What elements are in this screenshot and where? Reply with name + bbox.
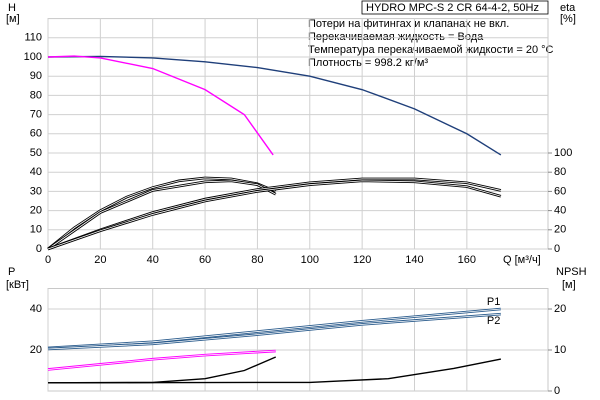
- x-tick-label: 140: [405, 254, 423, 266]
- plot-frame: [47, 288, 549, 392]
- y2-tick-label: 0: [554, 243, 560, 255]
- y2-axis-unit: [м]: [562, 279, 576, 291]
- y-tick-label: 10: [30, 224, 42, 236]
- curve-inner: [47, 313, 501, 350]
- note: Потери на фитингах и клапанах не вкл.: [308, 18, 509, 30]
- y-tick-label: 60: [30, 128, 42, 140]
- curve: [47, 55, 502, 156]
- note: Температура перекачиваемой жидкости = 20…: [308, 44, 554, 56]
- y-tick-label: 40: [30, 166, 42, 178]
- curve-inner: [47, 308, 501, 349]
- chart-title: HYDRO MPC-S 2 CR 64-4-2, 50Hz: [366, 2, 539, 14]
- y2-axis-unit: [%]: [560, 13, 576, 25]
- y-axis-label: H: [8, 2, 16, 14]
- curve-inner: [47, 180, 501, 250]
- y2-tick-label: 40: [554, 205, 566, 217]
- note: Плотность = 998.2 кг/м³: [308, 57, 428, 69]
- y2-axis-label: eta: [560, 2, 576, 14]
- x-tick-label: 100: [301, 254, 319, 266]
- y-axis-label: P: [8, 266, 15, 278]
- curve-inner: [47, 177, 276, 250]
- note: Перекачиваемая жидкость = Вода: [308, 31, 484, 43]
- curve-inner: [47, 180, 276, 250]
- curve: [47, 358, 502, 384]
- curve: [47, 356, 277, 384]
- title-box: [361, 0, 549, 15]
- x-tick-label: 80: [251, 254, 263, 266]
- y-tick-label: 90: [30, 70, 42, 82]
- x-axis-label: Q [м³/ч]: [503, 254, 541, 266]
- x-tick-label: 60: [199, 254, 211, 266]
- y-tick-label: 50: [30, 147, 42, 159]
- x-tick-label: 160: [458, 254, 476, 266]
- y-tick-label: 40: [30, 303, 42, 315]
- y2-tick-label: 0: [554, 385, 560, 397]
- y2-tick-label: 60: [554, 185, 566, 197]
- y-tick-label: 110: [24, 32, 42, 44]
- x-tick-label: 20: [94, 254, 106, 266]
- y-tick-label: 30: [30, 185, 42, 197]
- y2-tick-label: 20: [554, 224, 566, 236]
- x-tick-label: 0: [45, 254, 51, 266]
- y-axis-unit: [м]: [6, 13, 20, 25]
- y-tick-label: 20: [30, 205, 42, 217]
- curve-inner: [47, 350, 276, 370]
- curve-inner: [47, 178, 501, 250]
- series-label: P1: [487, 296, 500, 308]
- y-tick-label: 100: [24, 51, 42, 63]
- curve: [47, 55, 274, 156]
- y-axis-unit: [кВт]: [6, 279, 29, 291]
- curve: [47, 349, 276, 371]
- y2-tick-label: 20: [554, 303, 566, 315]
- y2-axis-label: NPSH: [556, 266, 587, 278]
- y-tick-label: 20: [30, 344, 42, 356]
- y2-tick-label: 10: [554, 344, 566, 356]
- y-tick-label: 0: [36, 243, 42, 255]
- y-tick-label: 70: [30, 109, 42, 121]
- x-tick-label: 40: [147, 254, 159, 266]
- series-label: P2: [487, 315, 500, 327]
- y2-tick-label: 80: [554, 166, 566, 178]
- x-tick-label: 120: [353, 254, 371, 266]
- y2-tick-label: 100: [554, 147, 572, 159]
- y-tick-label: 80: [30, 89, 42, 101]
